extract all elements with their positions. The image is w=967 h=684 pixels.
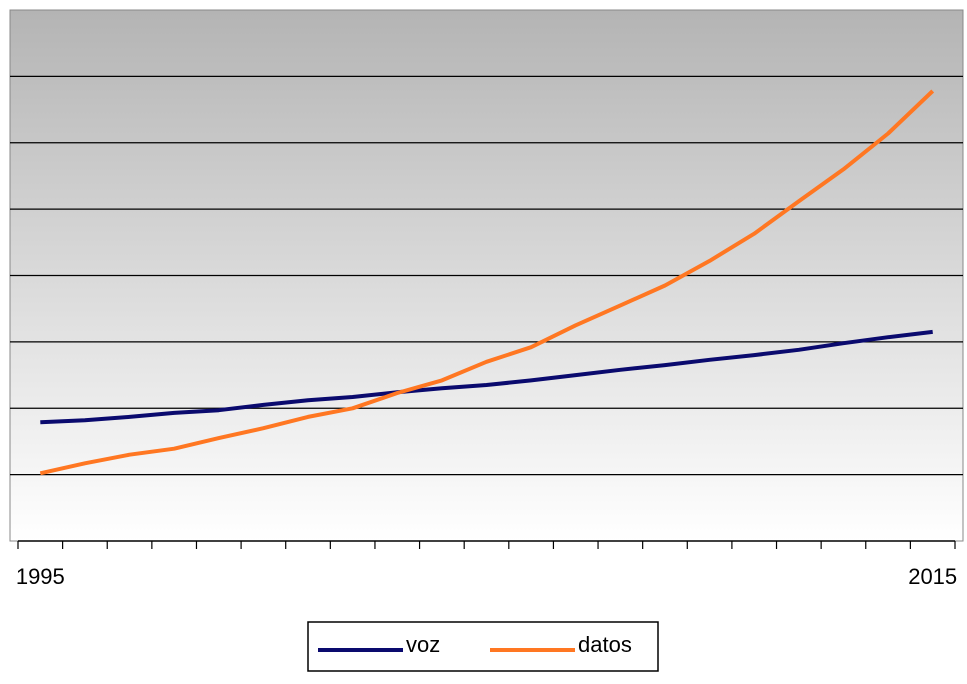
series-line bbox=[39, 89, 935, 476]
legend-label: datos bbox=[578, 632, 632, 657]
x-tick-label: 2015 bbox=[908, 564, 957, 589]
legend-label: voz bbox=[406, 632, 440, 657]
x-tick-label: 1995 bbox=[16, 564, 65, 589]
series-line bbox=[40, 329, 933, 425]
legend-box bbox=[307, 621, 659, 672]
